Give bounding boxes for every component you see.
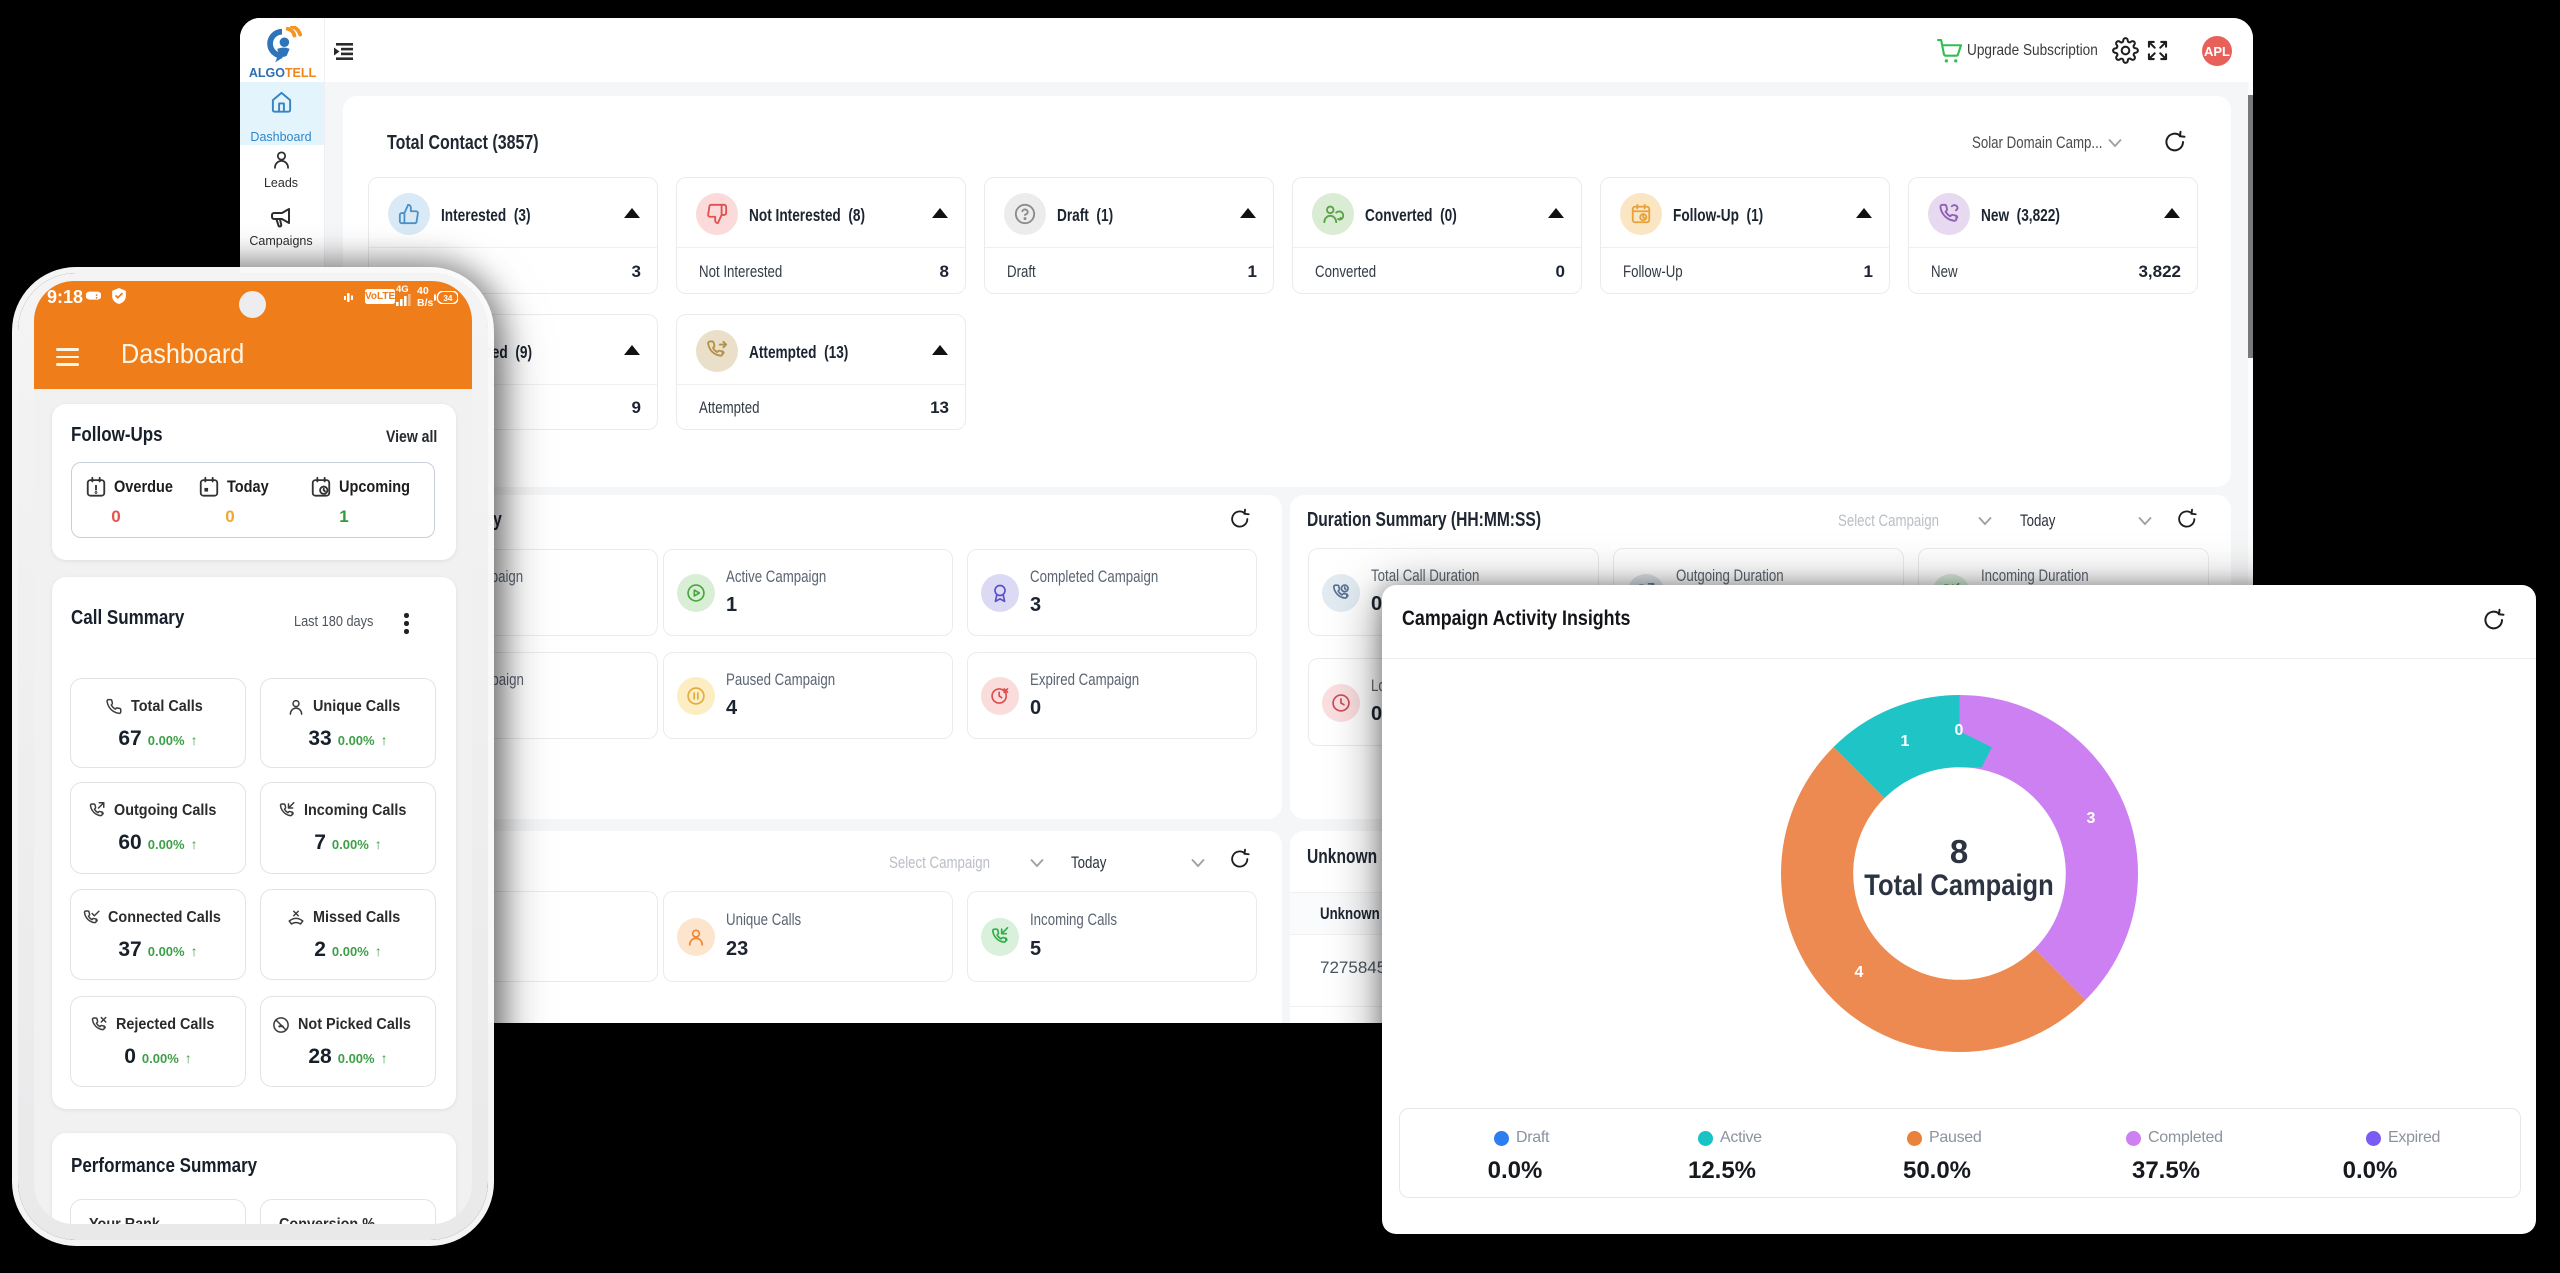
svg-text:34: 34 <box>443 294 453 303</box>
